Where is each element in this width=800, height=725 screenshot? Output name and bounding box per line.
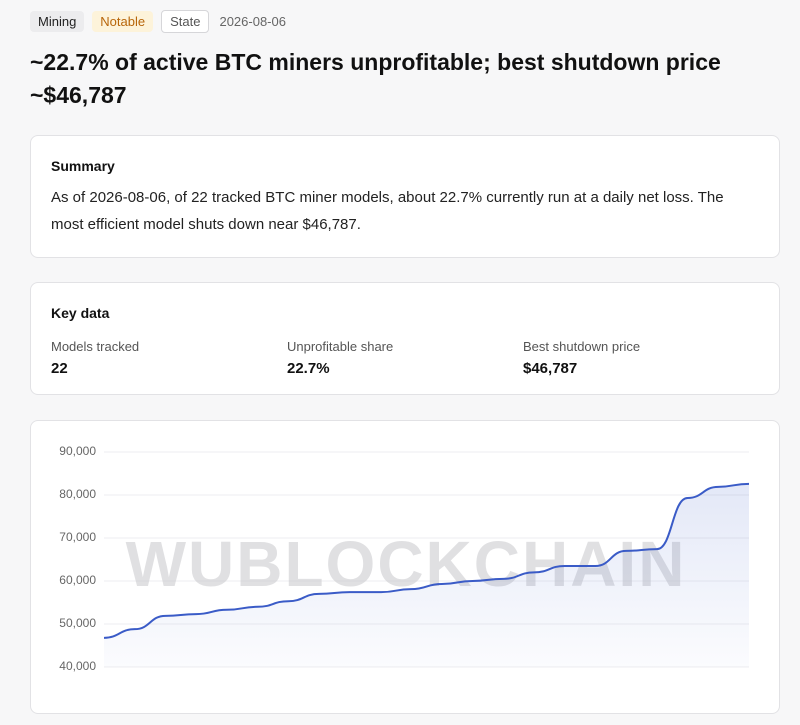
- key-label: Best shutdown price: [523, 339, 641, 354]
- summary-heading: Summary: [51, 158, 115, 174]
- chart-card: WUBLOCKCHAIN 40,000 50,000 60,000 70,000 80,…: [30, 420, 780, 714]
- key-item: Unprofitable share 22.7%: [287, 331, 523, 377]
- area: [104, 483, 749, 667]
- key-item: Models tracked 22: [51, 331, 287, 377]
- y-tick-label: 60,000: [59, 573, 96, 587]
- y-tick-label: 70,000: [59, 530, 96, 544]
- y-tick-label: 40,000: [59, 659, 96, 673]
- line: [103, 482, 750, 639]
- chart: WUBLOCKCHAIN 40,00050,00060,00070,00080,…: [59, 444, 750, 673]
- key-data-items: Models tracked 22 Unprofitable share 22.7%…: [51, 331, 759, 377]
- key-item: Best shutdown price $46,787: [523, 331, 759, 377]
- y-tick-label: 50,000: [59, 616, 96, 630]
- summary-card: Summary As of 2026-08-06, of 22 tracked …: [30, 135, 780, 258]
- key-label: Models tracked: [51, 339, 140, 354]
- tag[interactable]: Mining: [30, 11, 85, 32]
- summary-text: As of 2026-08-06, of 22 tracked BTC mine…: [51, 189, 724, 233]
- y-tick-label: 80,000: [59, 487, 96, 501]
- key-label: Unprofitable share: [287, 339, 394, 354]
- tag[interactable]: State: [161, 10, 210, 33]
- title: ~22.7% of active BTC miners unprofitable…: [30, 49, 721, 108]
- key-data-card: Key data Models tracked 22 Unprofitable s…: [30, 282, 780, 395]
- tag[interactable]: Notable: [92, 11, 154, 32]
- key-data-heading: Key data: [51, 305, 110, 321]
- key-value: 22: [51, 360, 68, 377]
- y-tick-label: 90,000: [59, 444, 96, 458]
- tags: Mining Notable State 2026-08-06: [30, 10, 286, 33]
- date: 2026-08-06: [219, 14, 286, 29]
- key-value: 22.7%: [287, 360, 330, 377]
- key-value: $46,787: [523, 360, 578, 377]
